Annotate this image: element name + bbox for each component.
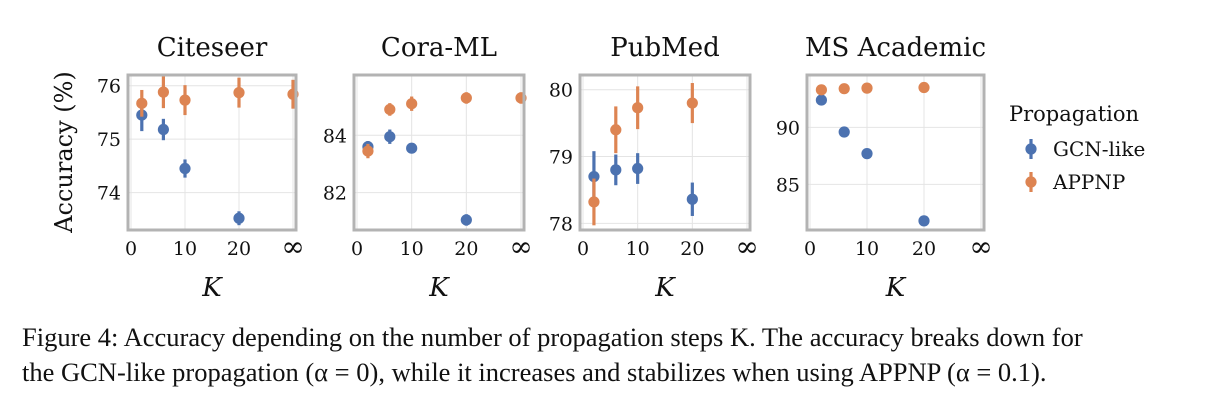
axes-frame <box>126 73 298 232</box>
data-point <box>384 131 396 143</box>
data-point <box>588 170 600 183</box>
axes-frame <box>352 73 526 232</box>
x-tick-label: ∞ <box>969 230 992 263</box>
axes-frame <box>805 73 986 232</box>
x-tick-label: 10 <box>173 238 197 260</box>
data-point <box>362 145 374 157</box>
data-point <box>588 196 600 208</box>
panel-title: MS Academic <box>805 33 986 63</box>
data-point <box>233 87 245 99</box>
x-tick-label: 20 <box>680 238 704 260</box>
figure-caption: Figure 4: Accuracy depending on the numb… <box>22 320 1202 390</box>
x-tick-label: 0 <box>125 238 137 260</box>
x-axis-label: K <box>654 273 676 303</box>
x-tick-label: 0 <box>351 238 363 260</box>
data-point <box>406 98 418 110</box>
data-point <box>384 103 396 116</box>
y-axis-label: Accuracy (%) <box>50 71 78 234</box>
x-tick-label: 10 <box>855 238 879 260</box>
data-point <box>815 84 828 96</box>
panel-cora-ml: Cora-ML 0 10 20 ∞ 82 84 K <box>323 33 533 303</box>
data-point <box>157 123 169 136</box>
y-tick-label: 78 <box>549 213 573 235</box>
axes-frame <box>578 73 752 232</box>
x-tick-label: 10 <box>400 238 424 260</box>
caption-line-1: Figure 4: Accuracy depending on the numb… <box>22 322 1083 352</box>
x-tick-label: 0 <box>577 238 589 260</box>
x-axis-label: K <box>885 273 907 303</box>
x-tick-label: 10 <box>626 238 650 260</box>
panel-title: Citeseer <box>157 33 268 63</box>
x-tick-label: ∞ <box>509 230 532 263</box>
data-point <box>179 94 191 106</box>
data-point <box>610 164 622 176</box>
y-tick-label: 75 <box>97 129 121 151</box>
panel-ms-academic: MS Academic 0 10 20 ∞ 85 90 K <box>776 33 993 303</box>
data-point <box>861 82 873 94</box>
y-tick-label: 90 <box>776 117 800 139</box>
panel-title: PubMed <box>610 33 720 63</box>
y-tick-label: 79 <box>549 147 573 169</box>
x-tick-label: ∞ <box>281 230 304 263</box>
data-point <box>686 97 698 109</box>
x-tick-label: 0 <box>804 238 816 260</box>
data-point <box>686 193 698 205</box>
data-point <box>632 162 644 175</box>
data-point <box>179 162 191 175</box>
x-axis-label: K <box>428 273 450 303</box>
data-point <box>610 124 622 136</box>
y-tick-label: 82 <box>323 183 347 205</box>
data-point <box>838 83 850 95</box>
data-point <box>406 142 418 154</box>
y-tick-label: 80 <box>549 80 573 102</box>
data-point <box>136 97 148 109</box>
data-point <box>861 148 873 160</box>
panel-title: Cora-ML <box>381 33 497 63</box>
y-tick-label: 74 <box>97 183 121 205</box>
x-axis-label: K <box>201 273 223 303</box>
legend-marker-appnp <box>1025 176 1037 188</box>
panel-pubmed: PubMed 0 10 20 ∞ 78 79 80 K <box>549 33 759 303</box>
legend-label: APPNP <box>1052 170 1125 194</box>
x-tick-label: 20 <box>454 238 478 260</box>
y-tick-label: 85 <box>776 174 800 196</box>
panel-citeseer: Citeseer 0 10 20 ∞ 74 75 76 K <box>97 33 305 303</box>
y-tick-label: 84 <box>323 125 347 147</box>
data-point <box>233 212 245 224</box>
caption-line-2: the GCN-like propagation (α = 0), while … <box>22 357 1047 387</box>
legend: Propagation GCN-like APPNP <box>1009 102 1145 194</box>
x-tick-label: ∞ <box>735 230 758 263</box>
data-point <box>157 86 169 98</box>
data-point <box>460 92 472 104</box>
data-point <box>815 94 828 106</box>
data-point <box>838 126 850 138</box>
data-point <box>918 81 930 94</box>
data-point <box>632 102 644 114</box>
y-tick-label: 76 <box>97 76 121 98</box>
data-point <box>460 214 472 226</box>
legend-title: Propagation <box>1009 102 1139 126</box>
x-tick-label: 20 <box>227 238 251 260</box>
legend-marker-gcn-like <box>1025 143 1037 155</box>
x-tick-label: 20 <box>912 238 936 260</box>
legend-label: GCN-like <box>1053 137 1145 161</box>
data-point <box>918 215 930 227</box>
